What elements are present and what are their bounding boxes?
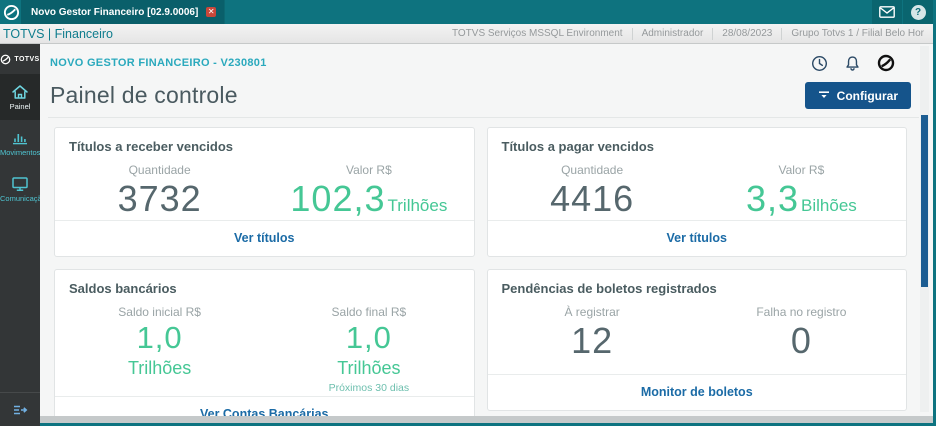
card-footer: Monitor de boletos bbox=[487, 374, 906, 410]
card-title: Títulos a pagar vencidos bbox=[501, 139, 654, 154]
card-metrics: À registrar 12 Falha no registro 0 bbox=[488, 305, 907, 374]
user-label[interactable]: Administrador bbox=[631, 27, 713, 40]
app-brand: TOTVS | Financeiro bbox=[3, 26, 113, 41]
window-frame-border bbox=[40, 423, 933, 426]
date-label[interactable]: 28/08/2023 bbox=[712, 27, 781, 40]
mail-button[interactable] bbox=[872, 0, 902, 24]
metric-value: 12 bbox=[571, 320, 614, 361]
metric-label: Quantidade bbox=[561, 163, 624, 177]
card-pendencias-boletos: Pendências de boletos registrados À regi… bbox=[486, 269, 907, 411]
mail-icon bbox=[879, 6, 895, 18]
sidebar-item-movimentos[interactable]: Movimentos bbox=[0, 120, 40, 166]
metric-valor: Valor R$ 3,3 Bilhões bbox=[697, 163, 906, 220]
card-title: Pendências de boletos registrados bbox=[501, 281, 717, 296]
home-icon bbox=[11, 84, 29, 100]
configure-button-label: Configurar bbox=[836, 88, 898, 103]
metric-quantidade: Quantidade 3732 bbox=[55, 163, 264, 220]
metric-value: 3732 bbox=[117, 178, 202, 219]
metric-quantidade: Quantidade 4416 bbox=[488, 163, 697, 220]
metric-value: 0 bbox=[790, 320, 812, 361]
mdi-title-bar: Novo Gestor Financeiro [02.9.0006] ✕ ? bbox=[0, 0, 933, 24]
metric-unit: Trilhões bbox=[337, 357, 401, 378]
card-footer: Ver títulos bbox=[487, 220, 906, 256]
card-title: Títulos a receber vencidos bbox=[69, 139, 234, 154]
module-header: NOVO GESTOR FINANCEIRO - V230801 bbox=[48, 48, 919, 78]
mdi-tab-title: Novo Gestor Financeiro [02.9.0006] bbox=[31, 6, 199, 18]
window-bottom-edge bbox=[40, 416, 933, 423]
card-titulos-receber: Títulos a receber vencidos Quantidade 37… bbox=[54, 127, 475, 257]
sidebar-logo-text: TOTVS bbox=[14, 55, 40, 63]
metric-value: 1,0 bbox=[136, 320, 183, 355]
page-title-row: Painel de controle Configurar bbox=[48, 82, 919, 109]
metric-value: 1,0 bbox=[345, 320, 392, 355]
monitor-icon bbox=[11, 176, 29, 192]
menu-bar: TOTVS | Financeiro TOTVS Serviços MSSQL … bbox=[0, 24, 933, 44]
card-metrics: Quantidade 4416 Valor R$ 3,3 Bilhões bbox=[488, 163, 907, 220]
branch-label[interactable]: Grupo Totvs 1 / Filial Belo Hor bbox=[781, 27, 933, 40]
bell-icon[interactable] bbox=[844, 55, 861, 72]
page-title: Painel de controle bbox=[50, 82, 238, 108]
close-icon[interactable]: ✕ bbox=[206, 7, 217, 17]
card-titulos-pagar: Títulos a pagar vencidos Quantidade 4416… bbox=[486, 127, 907, 257]
bar-chart-icon bbox=[11, 130, 29, 146]
sidebar-logo: TOTVS bbox=[0, 44, 40, 74]
ver-titulos-link[interactable]: Ver títulos bbox=[234, 231, 295, 245]
sidebar-item-comunicacao[interactable]: Comunicação bbox=[0, 166, 40, 212]
configure-button[interactable]: Configurar bbox=[804, 82, 911, 109]
metric-value: 102,3 bbox=[290, 178, 386, 219]
breadcrumb[interactable]: NOVO GESTOR FINANCEIRO - V230801 bbox=[50, 57, 267, 69]
clock-icon[interactable] bbox=[811, 55, 828, 72]
vertical-scrollbar-thumb[interactable] bbox=[921, 115, 928, 287]
totvs-logo-icon bbox=[3, 4, 20, 21]
metric-label: Valor R$ bbox=[778, 163, 825, 177]
sidebar: TOTVS Painel bbox=[0, 44, 40, 426]
expand-sidebar-icon bbox=[12, 403, 28, 417]
help-button[interactable]: ? bbox=[903, 0, 933, 24]
card-metrics: Quantidade 3732 Valor R$ 102,3 Trilhões bbox=[55, 163, 474, 220]
environment-label: TOTVS Serviços MSSQL Environment bbox=[451, 27, 623, 39]
metric-label: Quantidade bbox=[128, 163, 191, 177]
card-footer: Ver títulos bbox=[55, 220, 474, 256]
ver-titulos-link[interactable]: Ver títulos bbox=[666, 231, 727, 245]
metric-value: 4416 bbox=[550, 178, 635, 219]
metric-valor: Valor R$ 102,3 Trilhões bbox=[264, 163, 473, 220]
card-saldos-bancarios: Saldos bancários Saldo inicial R$ 1,0 Tr… bbox=[54, 269, 475, 426]
main-content: NOVO GESTOR FINANCEIRO - V230801 bbox=[40, 44, 933, 426]
totvs-mark-icon[interactable] bbox=[877, 54, 895, 72]
metric-unit: Trilhões bbox=[127, 357, 192, 378]
session-info: TOTVS Serviços MSSQL Environment Adminis… bbox=[443, 24, 933, 43]
metric-saldo-inicial: Saldo inicial R$ 1,0 Trilhões bbox=[55, 305, 264, 396]
dashboard-cards: Títulos a receber vencidos Quantidade 37… bbox=[54, 127, 907, 426]
metric-label: Saldo inicial R$ bbox=[118, 305, 201, 319]
metric-falha-registro: Falha no registro 0 bbox=[697, 305, 906, 374]
sidebar-item-label: Painel bbox=[9, 102, 31, 111]
help-icon: ? bbox=[910, 4, 926, 20]
metric-value: 3,3 bbox=[745, 178, 800, 219]
sidebar-item-label: Comunicação bbox=[0, 194, 40, 203]
metric-unit: Trilhões bbox=[387, 196, 448, 215]
metric-label: Saldo final R$ bbox=[331, 305, 407, 319]
expand-sidebar-button[interactable] bbox=[0, 392, 40, 426]
sidebar-item-label: Movimentos bbox=[0, 148, 40, 157]
totvs-logo-small-icon bbox=[0, 54, 11, 65]
metric-saldo-final: Saldo final R$ 1,0 Trilhões Próximos 30 … bbox=[264, 305, 473, 396]
metric-subtext: Próximos 30 dias bbox=[328, 381, 410, 394]
monitor-boletos-link[interactable]: Monitor de boletos bbox=[640, 385, 753, 399]
card-title: Saldos bancários bbox=[69, 281, 177, 296]
sidebar-item-painel[interactable]: Painel bbox=[0, 74, 40, 120]
metric-label: À registrar bbox=[564, 305, 620, 319]
metric-label: Valor R$ bbox=[345, 163, 392, 177]
metric-a-registrar: À registrar 12 bbox=[488, 305, 697, 374]
metric-label: Falha no registro bbox=[756, 305, 847, 319]
content-divider bbox=[48, 117, 919, 118]
mdi-tab[interactable]: Novo Gestor Financeiro [02.9.0006] ✕ bbox=[21, 0, 226, 24]
metric-unit: Bilhões bbox=[801, 196, 857, 215]
header-actions bbox=[811, 54, 895, 72]
card-metrics: Saldo inicial R$ 1,0 Trilhões Saldo fina… bbox=[55, 305, 474, 396]
filter-icon bbox=[818, 90, 830, 101]
